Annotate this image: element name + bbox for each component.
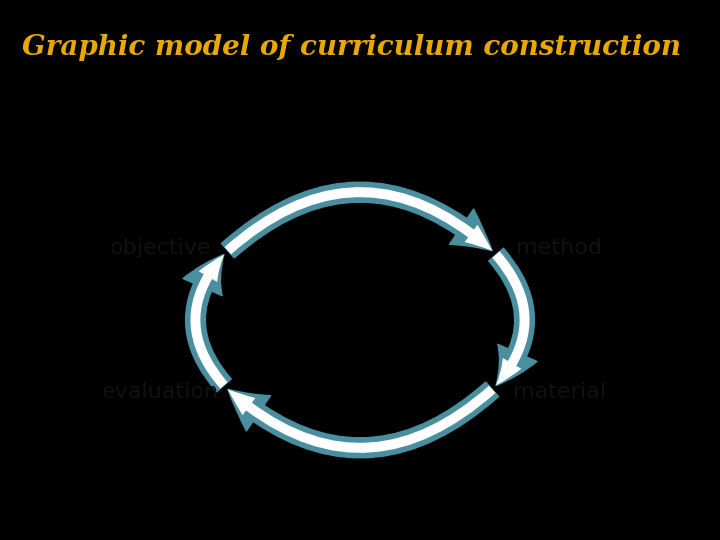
- FancyArrowPatch shape: [228, 386, 495, 453]
- Text: evaluation: evaluation: [102, 382, 220, 402]
- FancyArrowPatch shape: [492, 252, 530, 386]
- FancyArrowPatch shape: [489, 248, 537, 386]
- Text: Graphic model of curriculum construction: Graphic model of curriculum construction: [22, 34, 681, 61]
- FancyArrowPatch shape: [228, 382, 499, 458]
- Text: material: material: [513, 382, 606, 402]
- FancyArrowPatch shape: [225, 187, 492, 254]
- Text: method: method: [516, 238, 602, 258]
- FancyArrowPatch shape: [183, 254, 231, 392]
- FancyArrowPatch shape: [190, 254, 228, 389]
- Text: objective: objective: [110, 238, 212, 258]
- FancyArrowPatch shape: [221, 182, 492, 258]
